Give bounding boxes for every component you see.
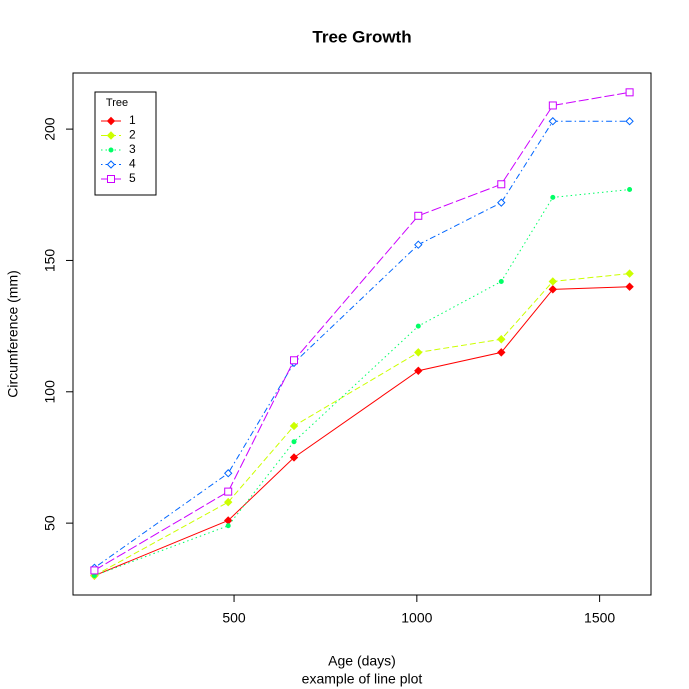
subtitle: example of line plot bbox=[302, 671, 423, 687]
point bbox=[289, 421, 299, 431]
legend-label: 5 bbox=[129, 171, 136, 185]
y-tick-label: 100 bbox=[42, 380, 58, 404]
point bbox=[497, 198, 506, 207]
legend-label: 4 bbox=[129, 157, 136, 171]
legend-marker bbox=[106, 131, 116, 140]
legend-marker bbox=[106, 116, 116, 126]
y-tick-label: 150 bbox=[42, 249, 58, 273]
point bbox=[625, 117, 634, 126]
point bbox=[498, 278, 504, 284]
point bbox=[625, 282, 634, 291]
legend-marker bbox=[107, 175, 115, 183]
point bbox=[414, 240, 423, 249]
point bbox=[224, 487, 233, 496]
point bbox=[290, 356, 299, 365]
point bbox=[415, 323, 421, 329]
point bbox=[548, 277, 558, 286]
x-tick-label: 1500 bbox=[584, 610, 615, 626]
legend-title: Tree bbox=[106, 97, 128, 109]
point bbox=[223, 469, 233, 478]
y-tick-label: 50 bbox=[42, 515, 58, 531]
point bbox=[550, 194, 556, 200]
chart-title: Tree Growth bbox=[312, 27, 411, 46]
point bbox=[548, 117, 558, 126]
x-tick-label: 1000 bbox=[401, 610, 432, 626]
x-axis-label: Age (days) bbox=[328, 653, 396, 669]
x-tick-label: 500 bbox=[222, 610, 246, 626]
point bbox=[223, 497, 233, 507]
point bbox=[497, 335, 506, 344]
point bbox=[497, 180, 506, 189]
plot-frame bbox=[72, 72, 652, 596]
point bbox=[548, 285, 558, 294]
point bbox=[414, 348, 423, 357]
point bbox=[291, 439, 297, 445]
point bbox=[627, 187, 633, 193]
point bbox=[90, 566, 99, 575]
point bbox=[225, 523, 231, 529]
point bbox=[414, 211, 423, 220]
y-tick-label: 200 bbox=[42, 117, 58, 141]
y-axis-label: Circumference (mm) bbox=[5, 270, 21, 398]
point bbox=[548, 101, 557, 110]
point bbox=[497, 348, 506, 357]
point bbox=[625, 269, 634, 278]
point bbox=[414, 366, 423, 375]
legend-box bbox=[94, 91, 157, 196]
point bbox=[625, 88, 634, 97]
legend-label: 1 bbox=[129, 113, 136, 127]
legend-label: 2 bbox=[129, 128, 136, 142]
legend-label: 3 bbox=[129, 142, 136, 156]
legend-marker bbox=[106, 160, 116, 169]
legend-marker bbox=[108, 147, 114, 153]
point bbox=[289, 453, 299, 462]
